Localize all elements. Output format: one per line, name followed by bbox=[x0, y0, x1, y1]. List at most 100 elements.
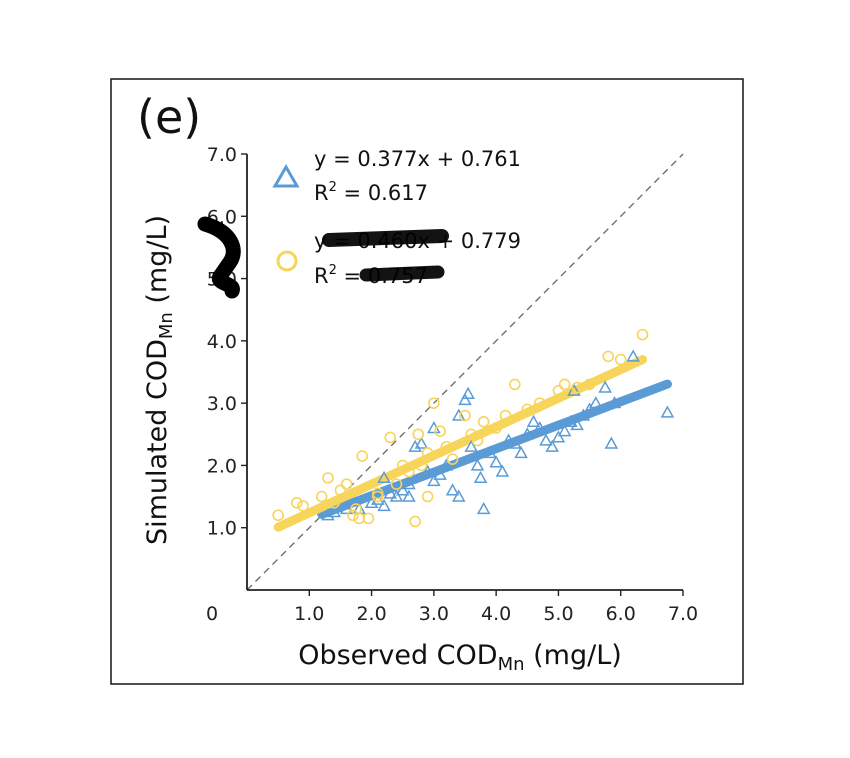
legend-yellow-r2-label: R bbox=[314, 264, 329, 288]
data-point-circle bbox=[533, 397, 546, 409]
data-point-triangle bbox=[402, 489, 416, 502]
data-point-circle bbox=[403, 465, 415, 478]
data-point-triangle bbox=[420, 464, 435, 477]
legend-blue-r2-label: R bbox=[314, 181, 329, 205]
data-point-circle bbox=[583, 378, 596, 391]
data-point-triangle bbox=[564, 414, 578, 427]
redaction-stroke-ticks bbox=[197, 216, 241, 299]
fit-line-yellow bbox=[273, 355, 648, 532]
data-point-triangle bbox=[557, 424, 572, 437]
data-point-triangle bbox=[626, 349, 640, 362]
data-point-circle bbox=[552, 384, 565, 397]
data-point-circle bbox=[421, 447, 434, 459]
data-point-circle bbox=[322, 472, 334, 484]
legend-blue-r2-superscript: 2 bbox=[329, 180, 337, 195]
data-point-triangle bbox=[383, 486, 398, 499]
y-tick-label: 1.0 bbox=[207, 518, 237, 540]
data-point-triangle bbox=[576, 408, 591, 421]
data-point-triangle bbox=[321, 508, 335, 521]
x-tick-label: 5.0 bbox=[543, 603, 573, 625]
y-tick-label: 3.0 bbox=[207, 393, 237, 415]
data-point-circle bbox=[477, 416, 490, 428]
figure-frame bbox=[110, 78, 744, 685]
data-point-triangle bbox=[532, 421, 547, 434]
data-point-triangle bbox=[495, 464, 510, 477]
data-point-circle bbox=[334, 484, 347, 497]
data-point-circle bbox=[409, 515, 421, 528]
data-point-circle bbox=[390, 478, 403, 490]
data-point-triangle bbox=[582, 402, 597, 415]
redaction-marks bbox=[197, 216, 449, 299]
data-point-circle bbox=[315, 490, 328, 503]
legend-yellow-eq-prefix: y bbox=[314, 229, 326, 253]
data-point-circle bbox=[328, 496, 341, 509]
x-tick-labels: 0 1.0 2.0 3.0 4.0 5.0 6.0 7.0 bbox=[206, 590, 698, 625]
data-point-triangle bbox=[470, 458, 485, 471]
y-axis-title-unit: (mg/L) bbox=[142, 215, 173, 312]
data-point-triangle bbox=[427, 473, 441, 487]
data-point-circle bbox=[272, 509, 284, 522]
data-point-circle bbox=[415, 459, 428, 472]
data-point-triangle bbox=[339, 501, 354, 515]
legend-blue-r2: R2 = 0.617 bbox=[314, 180, 428, 205]
data-point-triangle bbox=[589, 396, 603, 409]
y-tick-label: 2.0 bbox=[207, 455, 237, 477]
data-point-circle bbox=[291, 496, 303, 509]
data-point-triangle bbox=[395, 483, 410, 496]
data-point-circle bbox=[509, 378, 521, 391]
data-point-circle bbox=[362, 512, 375, 525]
redaction-stroke-r2 bbox=[359, 265, 445, 282]
data-point-triangle bbox=[567, 383, 581, 396]
y-axis-title-main: Simulated COD bbox=[142, 339, 173, 545]
redaction-stroke-equation bbox=[322, 229, 449, 247]
data-point-circle bbox=[421, 490, 434, 503]
y-tick-label: 7.0 bbox=[207, 144, 237, 166]
data-point-triangle bbox=[377, 470, 391, 484]
data-point-circle bbox=[490, 422, 502, 434]
data-point-circle bbox=[356, 450, 369, 462]
y-axis-title: Simulated CODMn (mg/L) bbox=[142, 215, 177, 545]
data-point-triangle bbox=[501, 433, 516, 446]
data-point-triangle bbox=[489, 455, 503, 468]
data-point-triangle bbox=[598, 380, 612, 393]
data-points bbox=[272, 328, 675, 528]
data-point-circle bbox=[371, 490, 384, 503]
data-point-triangle bbox=[389, 489, 404, 502]
data-point-circle bbox=[428, 397, 440, 409]
x-tick-label: 2.0 bbox=[356, 603, 386, 625]
data-point-triangle bbox=[520, 427, 535, 440]
data-point-circle bbox=[340, 478, 353, 490]
data-point-triangle bbox=[451, 408, 466, 421]
data-point-circle bbox=[636, 328, 649, 341]
data-point-triangle bbox=[327, 505, 341, 518]
data-point-circle bbox=[558, 378, 571, 391]
data-point-triangle bbox=[539, 433, 553, 446]
data-point-triangle bbox=[473, 470, 488, 484]
data-point-circle bbox=[602, 350, 615, 363]
data-point-circle bbox=[440, 440, 453, 453]
data-point-circle bbox=[350, 503, 362, 515]
data-point-circle bbox=[521, 403, 534, 416]
data-point-triangle bbox=[551, 430, 566, 443]
data-point-circle bbox=[499, 409, 512, 422]
data-point-circle bbox=[571, 381, 583, 394]
data-point-circle bbox=[471, 434, 484, 447]
data-point-triangle bbox=[570, 417, 584, 431]
data-point-triangle bbox=[545, 439, 559, 452]
data-point-circle bbox=[347, 509, 359, 522]
data-point-triangle bbox=[514, 445, 528, 459]
x-tick-label: 4.0 bbox=[481, 603, 511, 625]
data-point-triangle bbox=[433, 467, 447, 480]
data-point-circle bbox=[384, 431, 397, 444]
data-point-triangle bbox=[445, 483, 460, 496]
data-point-triangle bbox=[371, 492, 385, 505]
panel-label: (e) bbox=[137, 90, 201, 144]
data-point-circle bbox=[614, 353, 627, 366]
data-point-triangle bbox=[414, 436, 429, 449]
data-point-triangle bbox=[451, 489, 466, 502]
x-tick-label: 6.0 bbox=[606, 603, 636, 625]
data-point-triangle bbox=[483, 445, 497, 459]
x-axis-title-subscript: Mn bbox=[498, 654, 525, 675]
data-point-circle bbox=[434, 425, 446, 437]
y-axis-title-subscript: Mn bbox=[156, 312, 177, 339]
